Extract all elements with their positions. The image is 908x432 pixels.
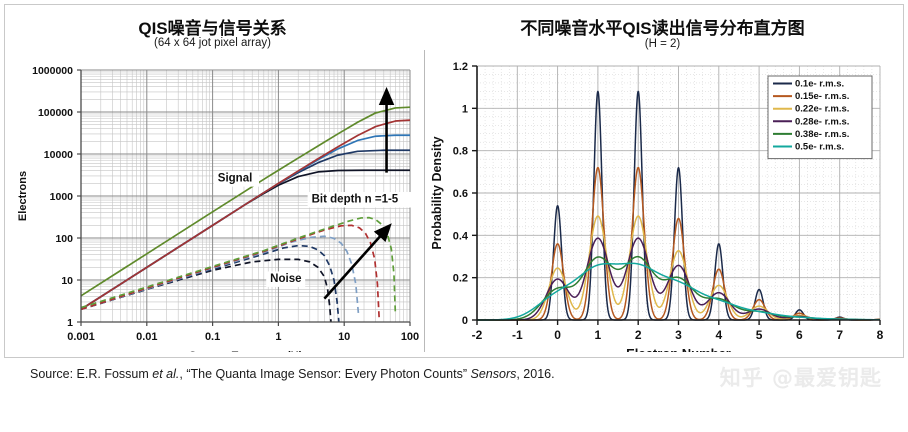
series-sigma-0.50 [476, 262, 881, 321]
y-tick-label: 0.6 [453, 188, 468, 200]
source-prefix: Source: E.R. Fossum [30, 367, 153, 381]
left-y-axis-label: Electrons [17, 171, 29, 221]
y-tick-label: 10000 [44, 149, 73, 161]
x-tick-label: 0.1 [205, 331, 220, 343]
series-noise-n4 [80, 224, 381, 319]
caption-bar: Source: E.R. Fossum et al., “The Quanta … [4, 357, 904, 392]
right-x-axis-label: Electron Number [626, 346, 731, 352]
annotation-halo [307, 192, 415, 208]
panel-divider [424, 50, 425, 352]
x-tick-label: 4 [715, 328, 722, 342]
series-signal-n4 [80, 119, 411, 311]
x-tick-label: 3 [675, 328, 682, 342]
annotation-0: Signal [218, 173, 253, 185]
y-tick-label: 100 [55, 233, 73, 245]
left-chart-title: QIS噪音与信号关系 [138, 19, 287, 38]
noise-trend-arrow [323, 223, 392, 300]
source-etal: et al. [152, 367, 180, 381]
x-tick-label: 2 [635, 328, 642, 342]
x-tick-label: 0 [554, 328, 561, 342]
legend-label-sigma-0.10: 0.1e- r.m.s. [795, 79, 844, 90]
source-suffix: , 2016. [516, 367, 555, 381]
annotation-2: Noise [270, 273, 301, 285]
y-tick-label: 1000 [50, 191, 74, 203]
panel-left-qis-noise-signal: QIS噪音与信号关系 (64 x 64 jot pixel array) 1 10… [0, 0, 425, 360]
y-tick-label: 1 [67, 317, 73, 329]
x-tick-label: 1 [275, 331, 281, 343]
legend-label-sigma-0.38: 0.38e- r.m.s. [795, 129, 849, 140]
legend-label-sigma-0.22: 0.22e- r.m.s. [795, 104, 849, 115]
y-tick-label: 0.8 [453, 146, 468, 158]
series-noise-n2 [80, 244, 340, 323]
left-chart-subtitle: (64 x 64 jot pixel array) [154, 37, 271, 49]
y-tick-label: 1.2 [453, 61, 468, 73]
y-tick-label: 1000000 [32, 65, 73, 77]
annotation-halo [266, 271, 306, 287]
legend-label-sigma-0.50: 0.5e- r.m.s. [795, 142, 844, 153]
legend-label-sigma-0.28: 0.28e- r.m.s. [795, 116, 849, 127]
right-chart-plot: 0 0.2 0.4 0.6 0.8 1 1.2 -2 -1 0 1 2 3 4 5 6 7 8 Electron N… [430, 61, 884, 352]
series-noise-n3 [80, 235, 360, 315]
right-chart-subtitle: (H = 2) [644, 38, 681, 50]
x-tick-label: -2 [472, 328, 483, 342]
watermark: 知乎 @最爱钥匙 [719, 366, 882, 390]
x-tick-label: 7 [836, 328, 843, 342]
x-tick-label: 100 [401, 331, 419, 343]
left-chart-plot: 1 10 100 1000 10000 100000 1000000 0.001 0.01 0.1… [17, 65, 419, 352]
panel-right-readout-histogram: 不同噪音水平QIS读出信号分布直方图 (H = 2) 0 0.2 0.4 0.6 0.8… [425, 0, 900, 360]
legend-label-sigma-0.15: 0.15e- r.m.s. [795, 91, 849, 102]
x-tick-label: -1 [512, 328, 523, 342]
y-tick-label: 0.4 [453, 230, 469, 242]
y-tick-label: 10 [61, 275, 73, 287]
annotation-halo [213, 171, 260, 187]
legend-box [767, 75, 873, 160]
x-tick-label: 6 [796, 328, 803, 342]
x-tick-label: 10 [338, 331, 350, 343]
source-caption: Source: E.R. Fossum et al., “The Quanta … [30, 367, 555, 381]
y-tick-label: 0 [462, 315, 468, 327]
y-tick-label: 100000 [38, 107, 73, 119]
x-tick-label: 8 [877, 328, 884, 342]
series-noise-n5 [80, 216, 397, 315]
right-chart-legend: 0.1e- r.m.s.0.15e- r.m.s.0.22e- r.m.s.0.… [767, 75, 873, 160]
x-tick-label: 5 [756, 328, 763, 342]
left-x-axis-label: Quanta Exposure (H) [188, 351, 303, 352]
series-signal-n5 [80, 106, 411, 297]
y-tick-label: 0.2 [453, 273, 468, 285]
right-chart-title: 不同噪音水平QIS读出信号分布直方图 [520, 19, 805, 38]
x-tick-label: 1 [595, 328, 602, 342]
source-journal: Sensors [470, 367, 517, 381]
y-tick-label: 1 [462, 103, 468, 115]
x-tick-label: 0.001 [67, 331, 95, 343]
right-y-axis-label: Probability Density [430, 136, 444, 249]
annotation-1: Bit depth n =1-5 [312, 194, 399, 206]
x-tick-label: 0.01 [136, 331, 157, 343]
source-middle: , “The Quanta Image Sensor: Every Photon… [179, 367, 471, 381]
